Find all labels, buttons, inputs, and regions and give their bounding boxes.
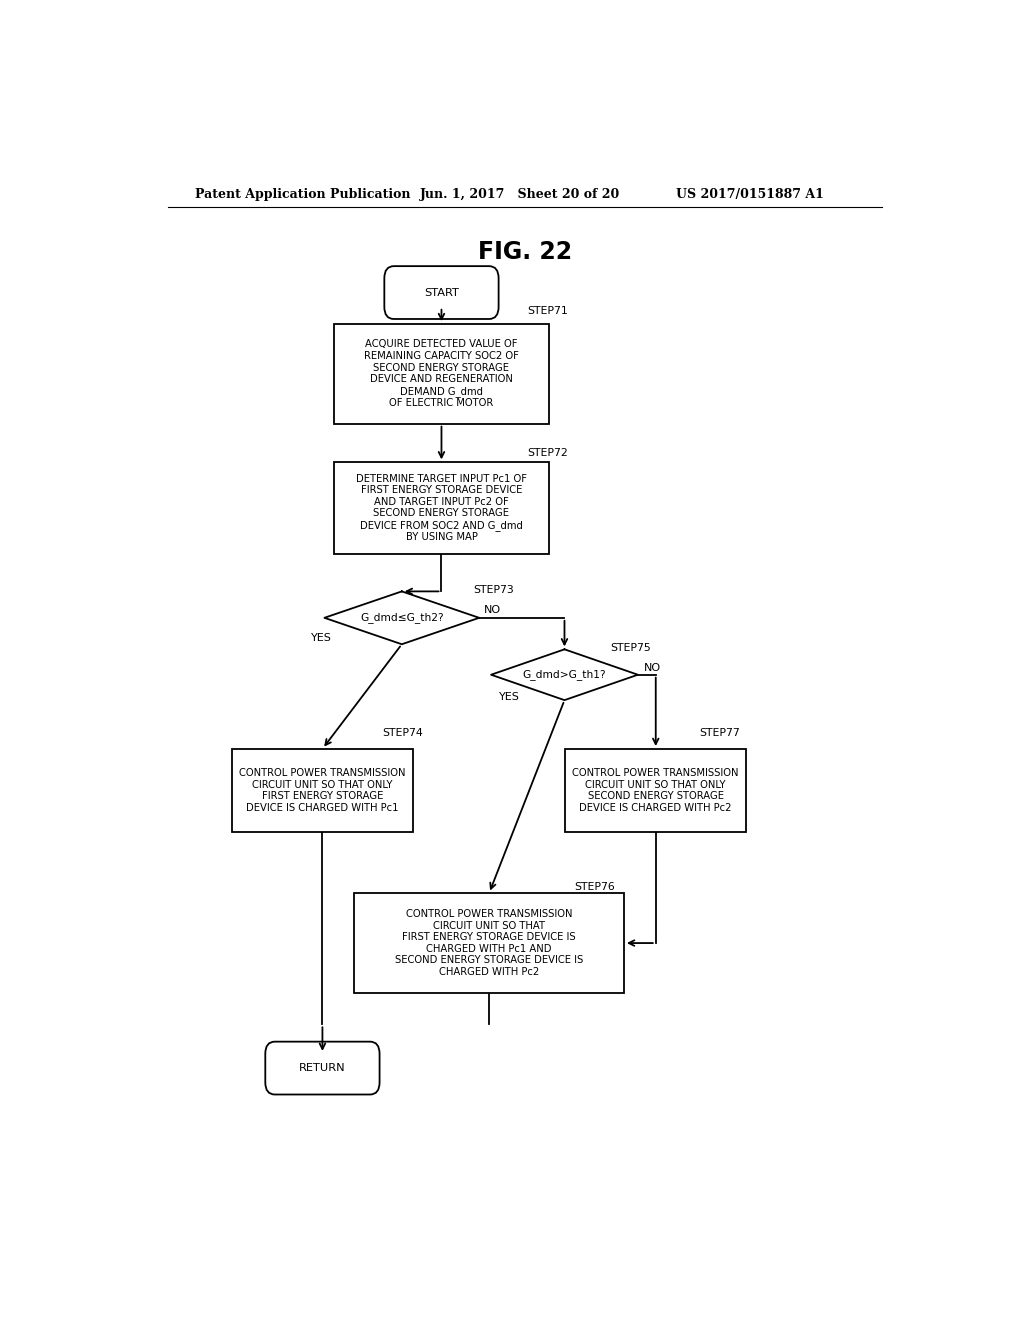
Text: STEP77: STEP77 [699, 727, 740, 738]
Text: STEP71: STEP71 [527, 306, 568, 315]
FancyBboxPatch shape [384, 267, 499, 319]
Text: NO: NO [483, 605, 501, 615]
Text: DETERMINE TARGET INPUT Pc1 OF
FIRST ENERGY STORAGE DEVICE
AND TARGET INPUT Pc2 O: DETERMINE TARGET INPUT Pc1 OF FIRST ENER… [356, 474, 527, 543]
Bar [354, 894, 624, 993]
Text: STEP75: STEP75 [610, 643, 651, 653]
Text: ACQUIRE DETECTED VALUE OF
REMAINING CAPACITY SOC2 OF
SECOND ENERGY STORAGE
DEVIC: ACQUIRE DETECTED VALUE OF REMAINING CAPA… [365, 339, 519, 408]
Text: CONTROL POWER TRANSMISSION
CIRCUIT UNIT SO THAT ONLY
FIRST ENERGY STORAGE
DEVICE: CONTROL POWER TRANSMISSION CIRCUIT UNIT … [240, 768, 406, 813]
Bar [334, 325, 549, 424]
Bar [565, 748, 746, 833]
Text: CONTROL POWER TRANSMISSION
CIRCUIT UNIT SO THAT
FIRST ENERGY STORAGE DEVICE IS
C: CONTROL POWER TRANSMISSION CIRCUIT UNIT … [395, 909, 584, 977]
Bar [232, 748, 413, 833]
Text: START: START [424, 288, 459, 297]
Text: YES: YES [500, 692, 520, 702]
Text: STEP72: STEP72 [527, 449, 568, 458]
FancyBboxPatch shape [265, 1041, 380, 1094]
Text: G_dmd>G_th1?: G_dmd>G_th1? [522, 669, 606, 680]
Text: RETURN: RETURN [299, 1063, 346, 1073]
Text: YES: YES [310, 634, 332, 643]
Text: CONTROL POWER TRANSMISSION
CIRCUIT UNIT SO THAT ONLY
SECOND ENERGY STORAGE
DEVIC: CONTROL POWER TRANSMISSION CIRCUIT UNIT … [572, 768, 739, 813]
Text: FIG. 22: FIG. 22 [478, 240, 571, 264]
Text: Patent Application Publication: Patent Application Publication [196, 189, 411, 202]
Text: STEP74: STEP74 [382, 727, 423, 738]
Polygon shape [325, 591, 479, 644]
Text: STEP73: STEP73 [473, 586, 514, 595]
Text: G_dmd≤G_th2?: G_dmd≤G_th2? [360, 612, 443, 623]
Text: Jun. 1, 2017   Sheet 20 of 20: Jun. 1, 2017 Sheet 20 of 20 [420, 189, 621, 202]
Text: STEP76: STEP76 [574, 882, 614, 892]
Text: NO: NO [644, 663, 660, 673]
Text: US 2017/0151887 A1: US 2017/0151887 A1 [676, 189, 823, 202]
Polygon shape [492, 649, 638, 700]
Bar [334, 462, 549, 554]
